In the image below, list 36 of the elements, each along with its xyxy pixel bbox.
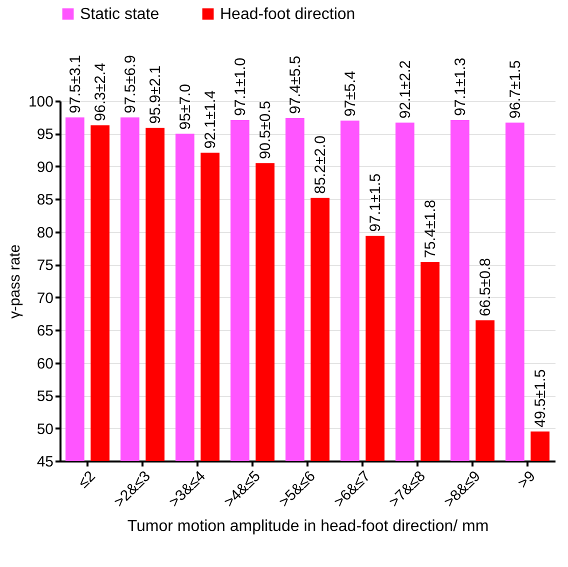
annotation: 97.1±1.5 xyxy=(367,174,384,232)
data-label: 92.1±1.4 xyxy=(202,90,220,149)
data-label: 75.4±1.8 xyxy=(422,200,440,258)
data-label: 85.2±2.0 xyxy=(312,136,330,194)
y-tick-label: 100 xyxy=(28,94,54,110)
data-label: 97±5.4 xyxy=(342,70,359,117)
data-label: 95.9±2.1 xyxy=(147,66,164,124)
y-tick-label: 85 xyxy=(36,192,54,209)
data-label: 95±7.0 xyxy=(176,84,194,130)
y-axis-title: γ-pass rate xyxy=(6,244,24,319)
data-label: 97.4±5.5 xyxy=(286,56,304,114)
data-label: 96.3±2.4 xyxy=(92,62,110,122)
y-tick-label: 65 xyxy=(36,322,54,340)
y-tick-label: 45 xyxy=(36,454,54,470)
x-tick-label: ≤2 xyxy=(75,468,99,492)
x-axis-title: Tumor motion amplitude in head-foot direction/ mm xyxy=(127,518,489,535)
data-label: 97.1±1.0 xyxy=(232,58,249,116)
y-tick-label: 60 xyxy=(36,355,54,372)
data-label: 90.5±0.5 xyxy=(257,100,274,160)
data-label: 96.7±1.5 xyxy=(506,60,524,119)
data-label: 97.1±1.3 xyxy=(452,58,469,116)
y-tick-label: 95 xyxy=(36,126,54,144)
data-label: 66.5±0.8 xyxy=(477,258,494,316)
data-label: 97.5±3.1 xyxy=(66,55,84,114)
data-label: 97.5±6.9 xyxy=(122,55,139,114)
y-tick-label: 55 xyxy=(36,388,54,406)
y-tick-label: 70 xyxy=(36,290,54,307)
y-tick-label: 80 xyxy=(36,224,54,242)
y-tick-label: 50 xyxy=(36,420,54,438)
data-label: 49.5±1.5 xyxy=(532,369,550,428)
annotation: 92.1±2.2 xyxy=(396,60,414,119)
legend-label: Head-foot direction xyxy=(220,6,356,23)
y-tick-label: 75 xyxy=(36,257,54,274)
x-tick-label: >9 xyxy=(514,468,539,492)
y-tick-label: 90 xyxy=(36,158,54,176)
legend-label: Static state xyxy=(80,6,160,23)
